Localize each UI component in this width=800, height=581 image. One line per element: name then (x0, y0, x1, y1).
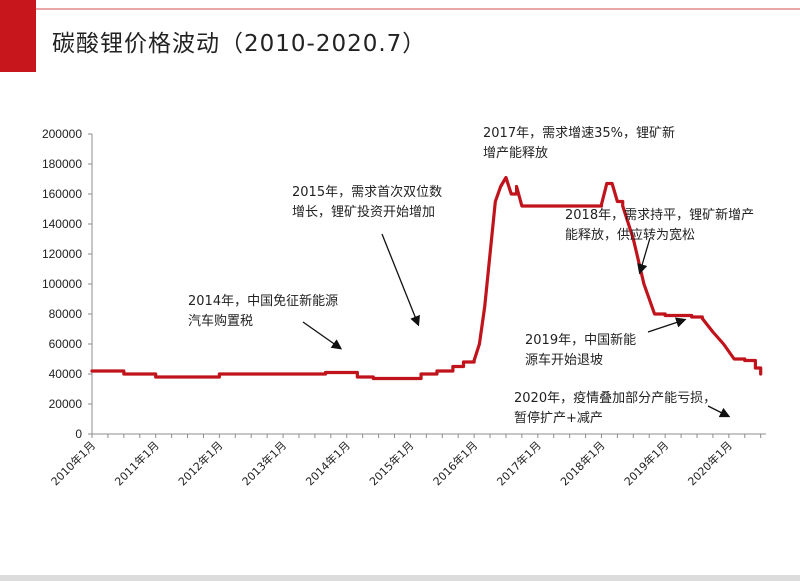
annotation-2020: 2020年，疫情叠加部分产能亏损， 暂停扩产+减产 (514, 389, 716, 429)
y-tick-label: 160000 (42, 187, 82, 201)
x-tick-label: 2017年1月 (494, 438, 544, 488)
price-series-line (90, 175, 763, 381)
y-tick-label: 40000 (49, 367, 83, 381)
x-tick-label: 2013年1月 (239, 438, 289, 488)
y-tick-label: 20000 (49, 397, 83, 411)
x-tick-label: 2012年1月 (175, 438, 225, 488)
x-tick-label: 2019年1月 (621, 438, 671, 488)
x-tick-label: 2015年1月 (366, 438, 416, 488)
x-tick-label: 2018年1月 (557, 438, 607, 488)
y-tick-label: 140000 (42, 217, 82, 231)
annotation-2015-line1: 2015年，需求首次双位数 (292, 185, 443, 200)
y-tick-label: 0 (75, 427, 82, 441)
x-tick-label: 2020年1月 (685, 438, 735, 488)
y-tick-label: 60000 (49, 337, 83, 351)
annotation-2017-line2: 增产能释放 (483, 146, 549, 161)
x-tick-label: 2014年1月 (303, 438, 353, 488)
annotation-2015: 2015年，需求首次双位数 增长，锂矿投资开始增加 (292, 183, 442, 223)
annotation-2018: 2018年，需求持平，锂矿新增产 能释放，供应转为宽松 (565, 206, 754, 246)
y-tick-label: 180000 (42, 157, 82, 171)
arrow-2015 (381, 233, 420, 327)
x-tick-label: 2011年1月 (112, 438, 162, 488)
annotation-2018-line1: 2018年，需求持平，锂矿新增产 (565, 208, 755, 223)
y-tick-label: 200000 (42, 127, 82, 141)
annotation-2018-line2: 能释放，供应转为宽松 (565, 228, 696, 243)
arrow-2014 (302, 321, 343, 350)
annotation-2015-line2: 增长，锂矿投资开始增加 (292, 205, 436, 220)
x-tick-label: 2016年1月 (430, 438, 480, 488)
annotation-2014-line2: 汽车购置税 (188, 314, 254, 329)
y-tick-label: 100000 (42, 277, 82, 291)
annotation-2020-line2: 暂停扩产+减产 (514, 411, 603, 426)
page-title: 碳酸锂价格波动（2010-2020.7） (52, 31, 427, 57)
header-rule (36, 8, 800, 10)
annotation-2017-line1: 2017年，需求增速35%，锂矿新 (483, 126, 675, 141)
annotation-2017: 2017年，需求增速35%，锂矿新 增产能释放 (483, 124, 675, 164)
arrow-2020 (707, 405, 731, 418)
annotation-2019: 2019年，中国新能 源车开始退坡 (525, 331, 636, 371)
annotation-2014: 2014年，中国免征新能源 汽车购置税 (188, 292, 338, 332)
y-tick-label: 120000 (42, 247, 82, 261)
x-tick-label: 2010年1月 (48, 438, 98, 488)
annotation-2020-line1: 2020年，疫情叠加部分产能亏损， (514, 391, 717, 406)
annotation-2019-line1: 2019年，中国新能 (525, 333, 637, 348)
arrow-2019 (647, 317, 687, 333)
bottom-divider (0, 575, 800, 581)
annotation-2014-line1: 2014年，中国免征新能源 (188, 294, 339, 309)
header-red-block (0, 0, 36, 72)
arrow-2018 (637, 237, 651, 275)
y-tick-label: 80000 (49, 307, 83, 321)
annotation-2019-line2: 源车开始退坡 (525, 353, 604, 368)
